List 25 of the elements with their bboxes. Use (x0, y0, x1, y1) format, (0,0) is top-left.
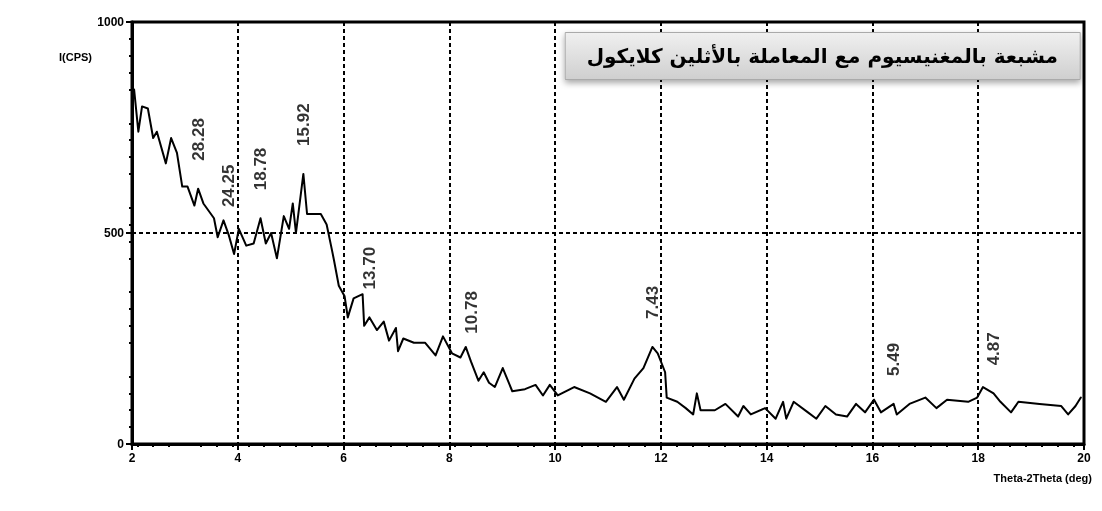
x-tick-label: 6 (340, 451, 348, 465)
x-axis-title: Theta-2Theta (deg) (993, 471, 1093, 484)
x-tick-label: 14 (759, 451, 774, 465)
x-tick-label: 8 (445, 451, 453, 465)
x-tick-label: 2 (128, 451, 136, 465)
x-tick-label: 18 (971, 451, 986, 465)
annotation: 18.78 (251, 147, 271, 191)
annotation: 7.43 (642, 285, 662, 319)
x-tick-label: 20 (1077, 451, 1091, 465)
annotation: 4.87 (984, 332, 1004, 366)
annotation: 24.25 (219, 164, 239, 208)
annotation: 5.49 (884, 342, 904, 376)
text: مشبعة بالمغنيسيوم مع المعاملة بالأثلين كلايكول (586, 43, 1059, 68)
y-tick-label: 0 (117, 437, 125, 451)
y-tick-label: 500 (103, 226, 125, 240)
x-tick-label: 16 (865, 451, 880, 465)
x-tick-label: 4 (234, 451, 242, 465)
annotation: 28.28 (188, 118, 208, 161)
annotation: 15.92 (293, 103, 313, 146)
y-axis-title: I(CPS) (59, 50, 93, 63)
x-tick-label: 12 (654, 451, 668, 465)
annotation: 10.78 (461, 291, 481, 334)
x-tick-label: 10 (548, 451, 563, 465)
annotation: 13.70 (359, 246, 379, 290)
y-tick-label: 1000 (97, 15, 125, 29)
